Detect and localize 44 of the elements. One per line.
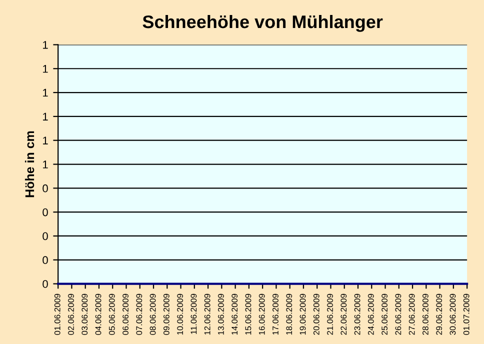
x-tick-label: 06.06.2009 — [122, 294, 128, 335]
x-tick-label: 18.06.2009 — [286, 294, 292, 335]
x-tick-label: 02.06.2009 — [68, 294, 74, 335]
x-tick-label: 30.06.2009 — [450, 294, 456, 335]
y-tick-label: 1 — [43, 112, 48, 120]
y-tick-label: 0 — [42, 280, 48, 288]
y-axis-title: Höhe in cm — [24, 131, 34, 198]
x-tick-label: 01.06.2009 — [54, 294, 60, 335]
x-tick-label: 21.06.2009 — [327, 294, 333, 335]
y-tick-label: 1 — [43, 41, 48, 49]
y-tick-label: 1 — [43, 160, 48, 168]
y-tick-label: 0 — [42, 256, 48, 264]
x-tick-label: 13.06.2009 — [218, 294, 224, 335]
x-tick-label: 25.06.2009 — [382, 294, 388, 335]
y-tick-label: 0 — [42, 232, 48, 240]
x-tick-label: 11.06.2009 — [190, 294, 197, 334]
y-tick-label: 1 — [43, 88, 48, 97]
x-tick-label: 29.06.2009 — [436, 294, 442, 335]
chart-title: Schneehöhe von Mühlanger — [142, 14, 383, 32]
x-tick-label: 15.06.2009 — [245, 294, 252, 335]
x-tick-label: 17.06.2009 — [272, 294, 278, 335]
x-tick-label: 14.06.2009 — [232, 294, 238, 335]
x-tick-label: 16.06.2009 — [258, 294, 265, 335]
x-tick-label: 26.06.2009 — [395, 294, 402, 335]
x-tick-label: 10.06.2009 — [177, 294, 184, 335]
x-tick-label: 19.06.2009 — [300, 294, 306, 335]
x-tick-label: 08.06.2009 — [150, 294, 156, 335]
y-tick-label: 0 — [42, 184, 48, 192]
x-tick-label: 24.06.2009 — [368, 294, 374, 335]
x-tick-label: 23.06.2009 — [354, 294, 360, 335]
y-tick-label: 1 — [43, 136, 48, 144]
x-tick-label: 04.06.2009 — [95, 294, 102, 335]
x-tick-label: 05.06.2009 — [108, 294, 115, 335]
x-tick-label: 03.06.2009 — [82, 294, 88, 335]
x-tick-label: 20.06.2009 — [313, 294, 320, 335]
x-tick-label: 22.06.2009 — [340, 294, 347, 335]
x-tick-label: 28.06.2009 — [422, 294, 428, 335]
x-tick-label: 12.06.2009 — [204, 294, 210, 335]
x-tick-label: 09.06.2009 — [163, 294, 170, 335]
x-tick-label: 01.07.2009 — [463, 294, 470, 335]
y-tick-label: 0 — [42, 208, 48, 216]
x-tick-label: 07.06.2009 — [136, 294, 142, 335]
y-tick-label: 1 — [43, 65, 48, 73]
x-tick-label: 27.06.2009 — [408, 294, 415, 335]
